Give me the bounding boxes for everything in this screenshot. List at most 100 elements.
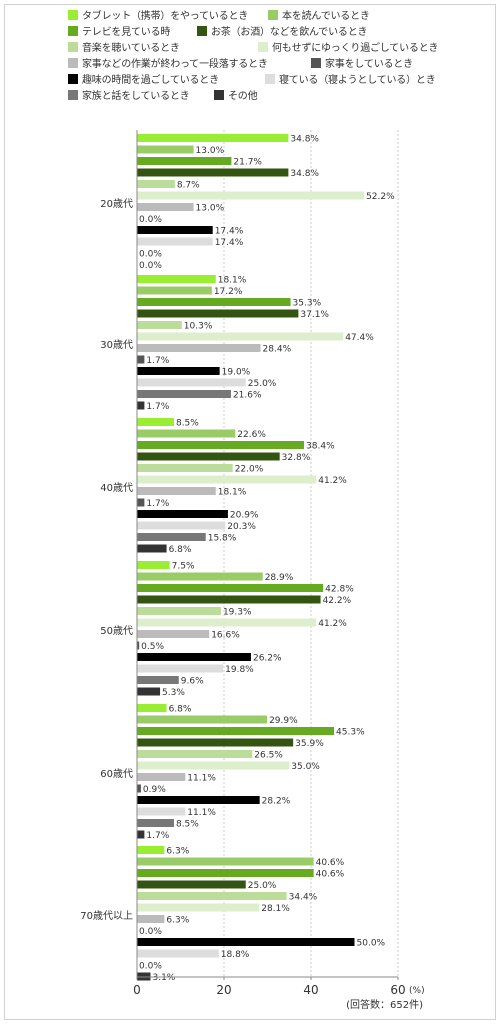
value-label: 1.7% (146, 356, 169, 366)
bar (137, 298, 291, 306)
value-label: 41.2% (318, 619, 347, 629)
legend-item-tv: テレビを見ている時 (68, 23, 170, 38)
value-label: 21.7% (233, 158, 262, 168)
bar (137, 168, 289, 177)
legend-label: その他 (228, 91, 258, 102)
legend-item-family-talk: 家族と話をしているとき (68, 87, 190, 102)
x-tick-label: 0 (133, 983, 141, 997)
bar (137, 653, 251, 661)
bar (137, 846, 165, 854)
bar (137, 441, 305, 449)
legend-item-chores: 家事をしているとき (311, 55, 413, 70)
legend-swatch (68, 57, 78, 68)
gridlines (223, 130, 399, 977)
bar (137, 418, 174, 426)
category-label: 20歳代 (100, 198, 133, 210)
bars (137, 134, 365, 981)
category-label: 60歳代 (100, 768, 133, 780)
legend-label: お茶（お酒）などを飲んでいるとき (211, 27, 368, 38)
value-label: 6.8% (169, 545, 192, 555)
value-label: 11.1% (187, 774, 216, 784)
legend-label: 家事などの作業が終わって一段落するとき (82, 59, 268, 70)
value-label: 9.6% (181, 677, 204, 687)
value-label: 3.1% (152, 973, 175, 983)
legend-item-music: 音楽を聴いているとき (68, 39, 180, 54)
bar (137, 784, 141, 793)
legend-label: 家族と話をしているとき (82, 91, 190, 102)
bar (137, 572, 263, 581)
response-count-note: (回答数：652件) (346, 998, 423, 1011)
value-label: 34.8% (290, 135, 319, 145)
value-label: 34.4% (289, 893, 318, 903)
value-label: 52.2% (366, 192, 395, 202)
value-label: 22.0% (235, 465, 264, 475)
value-label: 0.0% (139, 962, 162, 972)
bar (137, 367, 220, 375)
value-label: 35.0% (291, 762, 320, 772)
value-label: 6.8% (169, 705, 192, 715)
value-label: 34.8% (290, 169, 319, 179)
value-labels: 34.8% 13.0% 21.7% 34.8% 8.7% 52.2% 13.0% 0.0% 17… (139, 135, 395, 984)
legend-label: 趣味の時間を過ごしているとき (82, 75, 219, 86)
value-label: 19.8% (225, 665, 254, 675)
value-label: 20.9% (230, 511, 259, 521)
bar (137, 309, 299, 318)
legend-label: 寝ている（寝ようとしている）とき (279, 75, 436, 86)
bar (137, 715, 268, 724)
bar (137, 561, 170, 569)
legend-item-other: その他 (214, 87, 258, 102)
bar (137, 949, 219, 958)
bar (137, 487, 216, 495)
legend-swatch (214, 89, 224, 100)
bar (137, 544, 167, 553)
legend-item-hobby: 趣味の時間を過ごしているとき (68, 71, 219, 86)
bar (137, 401, 145, 410)
x-axis-unit: (%) (409, 986, 425, 996)
bar (137, 378, 246, 387)
value-label: 17.4% (215, 238, 244, 248)
bar (137, 203, 194, 211)
category-label: 50歳代 (100, 625, 133, 637)
value-label: 28.4% (263, 345, 292, 355)
value-label: 26.5% (254, 751, 283, 761)
bar (137, 903, 260, 912)
chart-frame (4, 4, 496, 1020)
legend-swatch (268, 9, 278, 20)
legend-label: 家事をしているとき (325, 59, 413, 70)
value-label: 19.3% (223, 608, 252, 618)
bar (137, 237, 213, 246)
value-label: 25.0% (248, 881, 277, 891)
value-label: 20.3% (227, 522, 256, 532)
bar (137, 226, 213, 234)
bar (137, 595, 321, 604)
legend-item-relaxing: 何もせずにゆっくり過ごしているとき (258, 39, 439, 54)
legend-label: テレビを見ている時 (82, 27, 171, 38)
bar (137, 869, 314, 877)
bar (137, 607, 221, 615)
value-label: 18.1% (218, 488, 247, 498)
legend-swatch (68, 73, 78, 84)
legend-swatch (68, 25, 78, 36)
value-label: 18.1% (218, 276, 247, 286)
bar (137, 857, 314, 866)
bar (137, 134, 289, 142)
legend-label: 本を読んでいるとき (282, 11, 370, 22)
legend-label: 音楽を聴いているとき (82, 43, 180, 54)
bar (137, 344, 261, 352)
bar (137, 498, 145, 507)
value-label: 28.9% (265, 573, 294, 583)
bar (137, 761, 290, 770)
bar (137, 892, 287, 900)
bar (137, 830, 145, 839)
legend-swatch (68, 41, 78, 52)
x-tick-label: 20 (216, 983, 231, 997)
value-label: 17.2% (214, 287, 243, 297)
bar (137, 180, 175, 188)
bar (137, 355, 145, 364)
legend-item-sleeping: 寝ている（寝ようとしている）とき (265, 71, 436, 86)
value-label: 40.6% (316, 858, 345, 868)
value-label: 13.0% (196, 204, 225, 214)
bar (137, 521, 226, 530)
x-axis: 0 20 40 60 (133, 130, 406, 997)
value-label: 42.8% (325, 585, 354, 595)
